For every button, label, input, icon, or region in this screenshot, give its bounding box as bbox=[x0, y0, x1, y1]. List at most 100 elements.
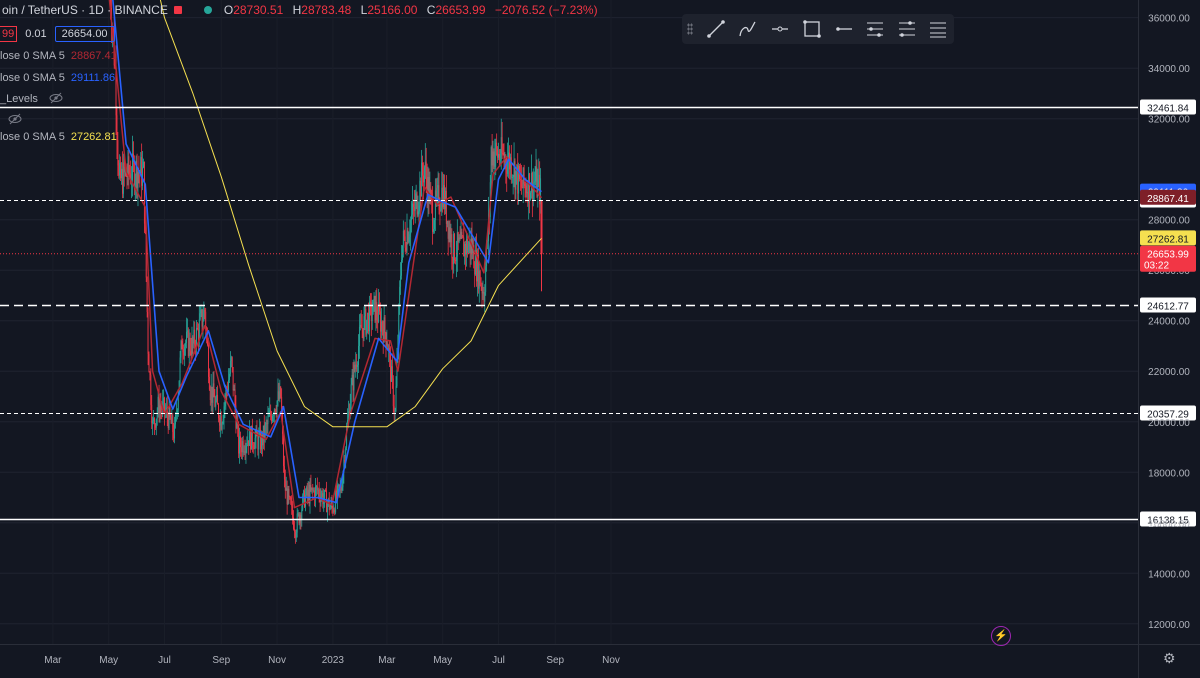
candle-body bbox=[124, 169, 126, 173]
fib-levels-icon[interactable] bbox=[865, 19, 885, 39]
candle-body bbox=[535, 167, 537, 182]
candle-body bbox=[219, 415, 221, 426]
candle bbox=[352, 362, 354, 403]
gear-icon[interactable]: ⚙ bbox=[1163, 650, 1176, 666]
candle-body bbox=[233, 388, 235, 391]
candle-body bbox=[185, 342, 187, 347]
candle bbox=[380, 308, 382, 339]
x-tick-label: 2023 bbox=[322, 655, 345, 666]
candle-body bbox=[142, 167, 144, 186]
candle bbox=[121, 162, 122, 185]
drag-handle-icon[interactable] bbox=[687, 23, 693, 35]
candle-body bbox=[300, 514, 302, 521]
indicator-legend-levels[interactable]: _Levels bbox=[0, 92, 63, 105]
candle bbox=[157, 389, 159, 418]
candle-body bbox=[187, 330, 189, 356]
candle bbox=[406, 213, 408, 256]
horizontal-line-icon[interactable] bbox=[834, 19, 854, 39]
indicator-legend-sma-long[interactable]: lose 0 SMA 5 27262.81 bbox=[0, 131, 117, 143]
candle bbox=[244, 439, 246, 461]
candle-body bbox=[186, 331, 187, 343]
candle-body bbox=[449, 227, 451, 243]
indicator-legend-sma-slow[interactable]: lose 0 SMA 5 29111.86 bbox=[0, 72, 116, 84]
candle bbox=[126, 163, 128, 190]
menu-lines-icon[interactable] bbox=[928, 19, 948, 39]
horizontal-ray-icon[interactable] bbox=[770, 19, 790, 39]
candle-body bbox=[194, 329, 196, 346]
sell-button[interactable]: 99 bbox=[0, 26, 18, 42]
indicator-legend-sma-fast[interactable]: lose 0 SMA 5 28867.41 bbox=[0, 50, 117, 62]
parallel-channel-icon[interactable] bbox=[897, 19, 917, 39]
candle bbox=[330, 496, 332, 510]
candle-body bbox=[386, 343, 388, 346]
x-tick-label: Jul bbox=[492, 655, 505, 666]
candle bbox=[386, 329, 388, 348]
candle-body bbox=[127, 156, 129, 178]
candle bbox=[217, 385, 219, 405]
symbol-title[interactable]: oin / TetherUS · 1D · BINANCE bbox=[2, 3, 168, 17]
flag-icon[interactable] bbox=[173, 6, 182, 14]
candle bbox=[337, 480, 338, 510]
candle bbox=[424, 143, 426, 180]
candle bbox=[127, 150, 129, 186]
candle-body bbox=[454, 233, 456, 261]
trend-line-icon[interactable] bbox=[706, 19, 726, 39]
price-badge bbox=[1140, 230, 1196, 246]
candle bbox=[515, 170, 517, 200]
buy-button[interactable]: 26654.00 bbox=[54, 26, 115, 42]
candle-body bbox=[291, 503, 293, 507]
candle-body bbox=[527, 191, 529, 203]
candle-body bbox=[308, 489, 310, 504]
candle-body bbox=[240, 447, 242, 453]
candle-body bbox=[261, 434, 263, 446]
candle-body bbox=[264, 424, 266, 439]
candle bbox=[174, 416, 176, 444]
rectangle-icon[interactable] bbox=[802, 19, 822, 39]
candle-body bbox=[117, 140, 119, 166]
candle-body bbox=[118, 165, 120, 176]
candle-body bbox=[401, 245, 403, 260]
candle-body bbox=[533, 182, 535, 184]
candle-body bbox=[393, 406, 395, 412]
candle-body bbox=[483, 292, 485, 302]
brush-icon[interactable] bbox=[737, 19, 757, 39]
candle bbox=[509, 153, 511, 180]
candle-body bbox=[354, 364, 356, 370]
candle-body bbox=[335, 490, 337, 513]
candle bbox=[503, 143, 505, 168]
candle-body bbox=[492, 151, 494, 166]
candle-body bbox=[387, 343, 389, 351]
candle bbox=[408, 231, 410, 244]
candle-body bbox=[251, 425, 252, 450]
eye-hidden-icon[interactable] bbox=[8, 112, 22, 130]
candle-body bbox=[428, 176, 430, 203]
candle-body bbox=[341, 487, 343, 491]
candle-body bbox=[224, 400, 226, 407]
candle-body bbox=[371, 314, 373, 322]
candle bbox=[434, 218, 435, 234]
candle-body bbox=[239, 436, 241, 454]
candle bbox=[257, 432, 259, 456]
candle-body bbox=[512, 177, 514, 178]
candle-body bbox=[336, 490, 337, 499]
candle bbox=[411, 201, 413, 233]
candle-body bbox=[304, 495, 306, 507]
eye-hidden-icon[interactable] bbox=[49, 92, 63, 104]
candle bbox=[218, 402, 219, 423]
candle-body bbox=[517, 165, 519, 194]
candle-body bbox=[227, 389, 229, 391]
candle bbox=[220, 411, 222, 431]
x-tick-label: Jul bbox=[158, 655, 171, 666]
candle bbox=[538, 158, 540, 188]
candle bbox=[484, 284, 486, 313]
candle bbox=[430, 182, 432, 205]
candle-body bbox=[435, 190, 437, 197]
last-candle-body[interactable] bbox=[540, 201, 543, 254]
low-value: 25166.00 bbox=[367, 3, 418, 17]
candle-body bbox=[156, 412, 158, 419]
candle-body bbox=[400, 275, 402, 287]
candle bbox=[390, 359, 392, 382]
candle-body bbox=[197, 327, 198, 330]
lightning-icon[interactable]: ⚡ bbox=[991, 626, 1011, 646]
